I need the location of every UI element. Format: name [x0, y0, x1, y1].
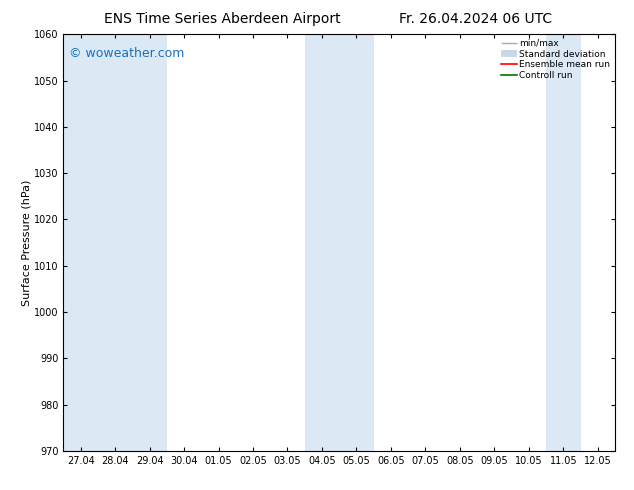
Bar — [98, 34, 133, 451]
Bar — [546, 34, 581, 451]
Text: ENS Time Series Aberdeen Airport: ENS Time Series Aberdeen Airport — [103, 12, 340, 26]
Legend: min/max, Standard deviation, Ensemble mean run, Controll run: min/max, Standard deviation, Ensemble me… — [500, 39, 611, 80]
Bar — [63, 34, 98, 451]
Y-axis label: Surface Pressure (hPa): Surface Pressure (hPa) — [21, 179, 31, 306]
Bar — [133, 34, 167, 451]
Bar — [339, 34, 373, 451]
Text: Fr. 26.04.2024 06 UTC: Fr. 26.04.2024 06 UTC — [399, 12, 552, 26]
Text: © woweather.com: © woweather.com — [69, 47, 184, 60]
Bar — [305, 34, 339, 451]
